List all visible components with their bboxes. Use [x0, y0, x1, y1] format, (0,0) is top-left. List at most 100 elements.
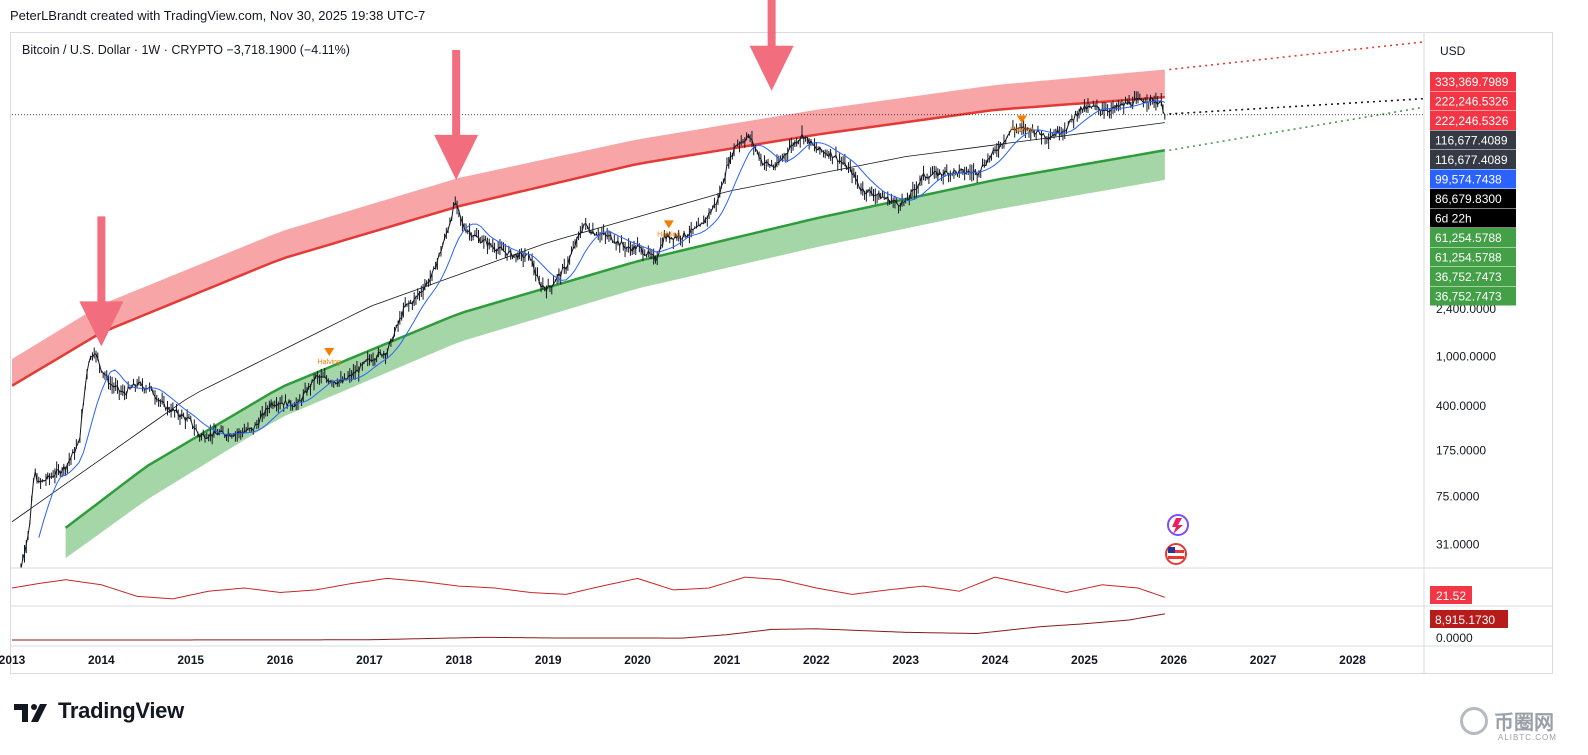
price-label-text: 61,254.5788	[1435, 251, 1502, 265]
x-tick-label: 2021	[714, 653, 741, 667]
price-label-bg	[1430, 208, 1516, 228]
peak-arrow-shaft	[767, 0, 776, 51]
price-label-text: 36,752.7473	[1435, 290, 1502, 304]
price-label-text: 99,574.7438	[1435, 173, 1502, 187]
price-label-bg	[1430, 91, 1516, 111]
y-tick-label: 175.0000	[1436, 444, 1486, 458]
price-label-text: 333,369.7989	[1435, 75, 1509, 89]
chart-credit: PeterLBrandt created with TradingView.co…	[10, 8, 426, 23]
ai-spark-icon	[1167, 514, 1189, 536]
price-label: 222,246.5326	[1430, 111, 1516, 130]
price-label-text: 116,677.4089	[1435, 153, 1508, 167]
watermark-icon	[1460, 706, 1488, 735]
us-flag-icon	[1165, 543, 1187, 565]
price-label: 333,369.7989	[1430, 72, 1516, 91]
projection-line-1	[1169, 41, 1424, 71]
price-label: 222,246.5326	[1430, 91, 1516, 111]
price-label-text: 61,254.5788	[1435, 231, 1502, 245]
x-tick-label: 2017	[356, 653, 383, 667]
price-label-bg	[1430, 247, 1516, 267]
volatility-value-bg	[1430, 610, 1508, 628]
volatility-value-label: 8,915.1730	[1435, 613, 1495, 627]
tradingview-logo-text: TradingView	[58, 698, 184, 723]
price-label-text: 222,246.5326	[1435, 114, 1509, 128]
oscillator-value-label: 21.52	[1436, 589, 1466, 603]
x-tick-label: 2027	[1250, 653, 1277, 667]
peak-arrow-head	[434, 134, 479, 180]
x-tick-label: 2022	[803, 653, 830, 667]
tradingview-logo-icon	[14, 704, 47, 722]
watermark-sub: ALIBTC.COM	[1498, 733, 1557, 742]
x-tick-label: 2028	[1339, 653, 1366, 667]
upper-resistance-band-edge	[12, 95, 1165, 387]
volatility-line	[11, 613, 1165, 641]
peak-arrow-shaft	[452, 49, 461, 140]
price-label-bg	[1430, 150, 1516, 169]
x-tick-label: 2014	[88, 653, 115, 667]
y-tick-label: 31.0000	[1436, 537, 1480, 551]
price-label: 116,677.4089	[1430, 150, 1516, 169]
price-label-bg	[1430, 189, 1516, 208]
lower-support-band	[65, 150, 1165, 559]
price-label-bg	[1430, 228, 1516, 247]
x-tick-label: 2013	[0, 653, 26, 667]
oscillator-value-bg	[1430, 586, 1472, 604]
price-label: 116,677.4089	[1430, 130, 1516, 150]
moving-average-line	[38, 100, 1165, 538]
price-label: 36,752.7473	[1430, 286, 1516, 306]
price-label: 99,574.7438	[1430, 169, 1516, 189]
price-label-text: 36,752.7473	[1435, 270, 1502, 284]
x-tick-label: 2015	[177, 653, 204, 667]
symbol-info[interactable]: Bitcoin / U.S. Dollar · 1W · CRYPTO −3,7…	[22, 43, 350, 57]
volatility-zero-label: 0.0000	[1436, 631, 1473, 645]
watermark: 币圈网	[1460, 706, 1554, 735]
halving-marker-icon	[1016, 115, 1027, 124]
oscillator-line	[11, 576, 1165, 600]
x-tick-label: 2018	[445, 653, 472, 667]
price-label-bg	[1430, 72, 1516, 91]
currency-selector[interactable]: USD	[1440, 44, 1466, 58]
price-label-bg	[1430, 111, 1516, 130]
price-label: 36,752.7473	[1430, 267, 1516, 286]
price-label-bg	[1430, 130, 1516, 150]
chart-frame	[10, 32, 1553, 674]
watermark-text: 币圈网	[1494, 712, 1554, 734]
price-label-text: 116,677.4089	[1435, 134, 1508, 148]
halving-label: Halving	[1010, 127, 1033, 134]
x-tick-label: 2023	[892, 653, 919, 667]
plot-area	[12, 41, 1424, 568]
peak-arrow-head	[749, 45, 794, 91]
x-tick-label: 2019	[535, 653, 562, 667]
x-tick-label: 2020	[624, 653, 651, 667]
price-label-text: 86,679.8300	[1435, 192, 1502, 206]
lower-support-band-edge	[64, 149, 1166, 529]
price-label-bg	[1430, 267, 1516, 286]
halving-label: Halving	[318, 359, 341, 366]
halving-marker-icon	[663, 220, 674, 229]
upper-resistance-band	[12, 69, 1165, 386]
peak-arrow-shaft	[97, 216, 106, 307]
peak-arrow-3	[749, 0, 794, 91]
x-tick-label: 2025	[1071, 653, 1098, 667]
peak-arrow-1	[79, 216, 124, 347]
y-tick-label: 1,000.0000	[1436, 349, 1496, 363]
price-label-text: 6d 22h	[1435, 212, 1472, 226]
x-tick-label: 2026	[1160, 653, 1187, 667]
y-tick-label: 75.0000	[1436, 489, 1480, 503]
peak-arrow-head	[79, 301, 124, 347]
projection-line-3	[1169, 106, 1424, 152]
tradingview-logo[interactable]: TradingView	[14, 698, 184, 724]
peak-arrow-2	[434, 49, 479, 180]
mid-regression-line	[12, 122, 1165, 523]
x-tick-label: 2024	[982, 653, 1009, 667]
halving-label: Halving	[657, 231, 680, 238]
price-label-bg	[1430, 169, 1516, 189]
y-tick-label: 400.0000	[1436, 399, 1486, 413]
x-tick-label: 2016	[267, 653, 294, 667]
projection-line-2	[1169, 97, 1424, 115]
price-label: 6d 22h	[1430, 208, 1516, 228]
price-label: 86,679.8300	[1430, 189, 1516, 208]
price-label: 61,254.5788	[1430, 247, 1516, 267]
price-label-bg	[1430, 286, 1516, 306]
